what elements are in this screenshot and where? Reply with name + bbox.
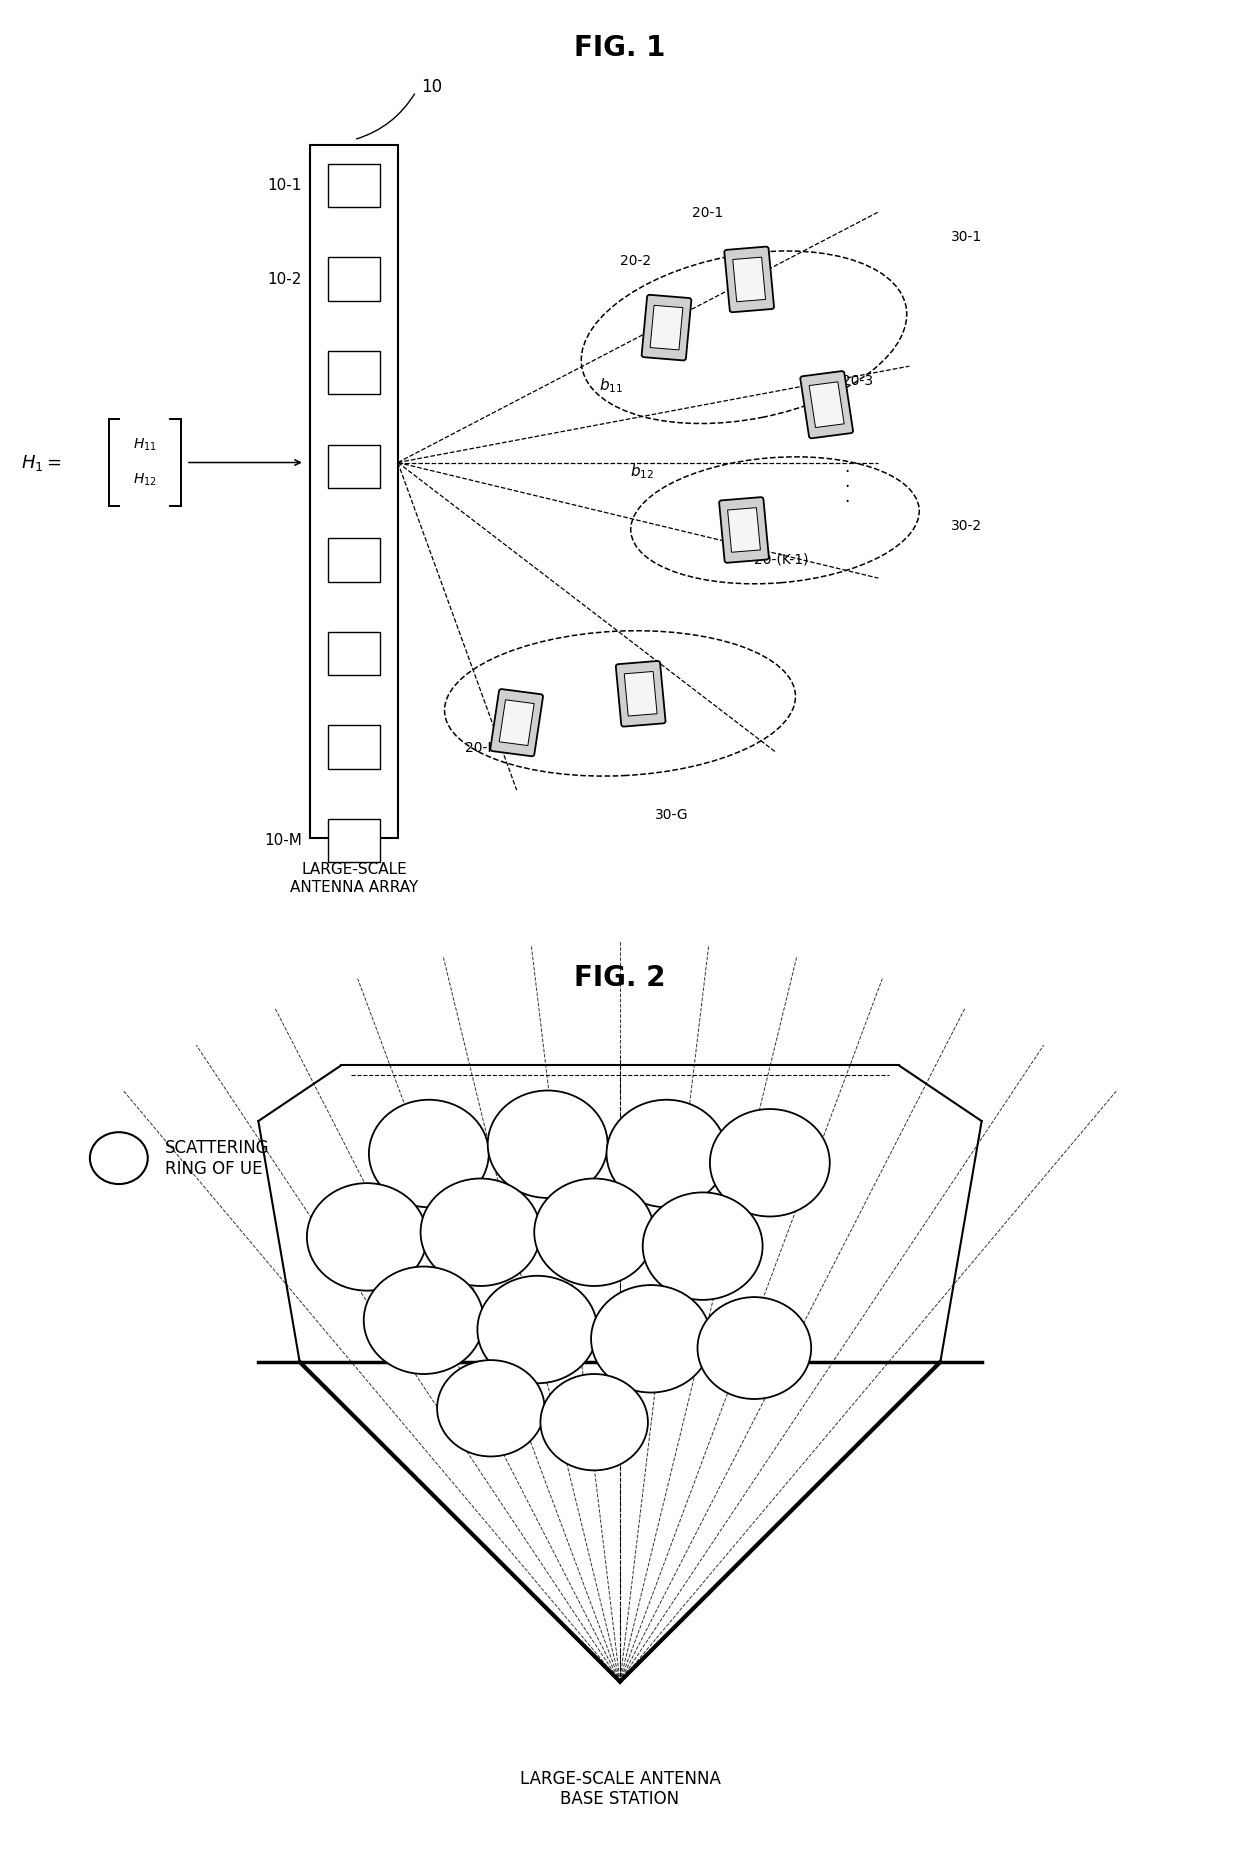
FancyBboxPatch shape [724,246,774,313]
Circle shape [487,1090,608,1197]
Bar [329,445,379,487]
FancyBboxPatch shape [490,689,543,756]
Circle shape [477,1275,598,1382]
Text: $b_{11}$: $b_{11}$ [599,376,624,395]
Text: $H_{12}$: $H_{12}$ [133,473,156,487]
FancyBboxPatch shape [616,662,666,726]
Text: SCATTERING
RING OF UE: SCATTERING RING OF UE [165,1140,270,1177]
Text: 10-2: 10-2 [268,272,301,287]
Circle shape [89,1132,148,1184]
Bar [650,306,683,350]
Text: 20-1: 20-1 [692,206,723,221]
FancyBboxPatch shape [641,295,692,361]
Circle shape [591,1286,711,1393]
Circle shape [306,1182,427,1290]
Bar [329,819,379,862]
Circle shape [363,1267,484,1375]
Bar [329,163,379,208]
Text: 20-(K-1): 20-(K-1) [754,552,808,567]
Circle shape [534,1179,655,1286]
Circle shape [642,1193,763,1301]
Bar [329,632,379,674]
Text: 10: 10 [422,78,443,96]
Text: 30-2: 30-2 [951,519,982,534]
Text: $H_{11}$: $H_{11}$ [133,437,156,454]
Circle shape [697,1297,811,1399]
Text: 20-K: 20-K [465,741,496,754]
FancyBboxPatch shape [719,497,769,563]
Text: 30-G: 30-G [655,808,688,823]
Circle shape [370,1099,489,1208]
Text: 10-M: 10-M [264,834,301,849]
Text: FIG. 1: FIG. 1 [574,33,666,61]
Bar [329,537,379,582]
Circle shape [436,1360,544,1456]
Text: FIG. 2: FIG. 2 [574,964,666,991]
Text: 20-3: 20-3 [842,374,873,389]
Text: $H_1{=}$: $H_1{=}$ [21,452,61,473]
Text: 30-1: 30-1 [951,230,982,245]
Circle shape [420,1179,541,1286]
Bar [329,350,379,395]
Bar [500,700,534,745]
Bar [624,671,657,715]
Bar [310,145,398,838]
Text: LARGE-SCALE ANTENNA
BASE STATION: LARGE-SCALE ANTENNA BASE STATION [520,1770,720,1809]
Text: .
.
.: . . . [844,458,849,506]
Bar [329,725,379,769]
Circle shape [541,1375,647,1471]
Bar [728,508,760,552]
Circle shape [606,1099,727,1208]
Bar [810,382,844,428]
FancyBboxPatch shape [800,371,853,439]
Text: 10-1: 10-1 [268,178,301,193]
Text: LARGE-SCALE
ANTENNA ARRAY: LARGE-SCALE ANTENNA ARRAY [290,862,418,895]
Circle shape [711,1108,830,1216]
Text: 20-2: 20-2 [620,254,651,269]
Bar [329,258,379,300]
Text: $b_{12}$: $b_{12}$ [630,463,655,482]
Bar [733,258,765,302]
